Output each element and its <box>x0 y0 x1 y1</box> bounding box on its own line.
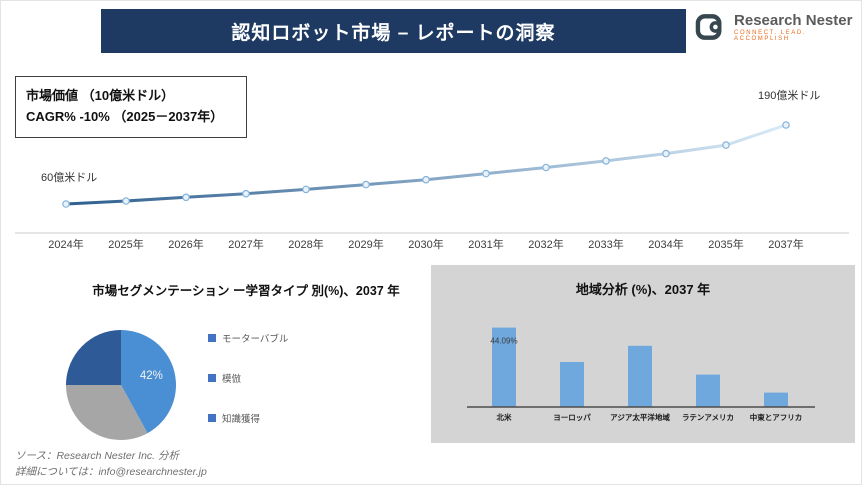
line-marker <box>242 189 250 198</box>
line-marker <box>302 185 310 194</box>
line-end-value-label: 190億米ドル <box>758 90 821 102</box>
bar <box>628 345 652 407</box>
year-tick-label: 2037年 <box>768 237 803 251</box>
year-tick-label: 2026年 <box>168 237 203 251</box>
page-title: 認知ロボット市場 – レポートの洞察 <box>231 22 556 44</box>
year-tick-label: 2035年 <box>708 237 743 251</box>
legend-swatch-icon <box>208 374 216 382</box>
contact-line: 詳細については：info@researchnester.jp <box>15 465 207 478</box>
year-tick-label: 2034年 <box>648 237 683 251</box>
legend-label: モーターバブル <box>222 334 289 345</box>
bar-category-label: ラテンアメリカ <box>682 413 734 422</box>
year-tick-label: 2027年 <box>228 237 263 251</box>
bar <box>492 327 516 407</box>
legend-swatch-icon <box>208 414 216 422</box>
pie-data-label: 42% <box>140 370 163 382</box>
legend-label: 知識獲得 <box>222 414 261 425</box>
line-marker <box>422 175 430 184</box>
legend-swatch-icon <box>208 334 216 342</box>
bar-category-label: 北米 <box>497 412 512 422</box>
year-tick-label: 2029年 <box>348 237 383 251</box>
year-tick-label: 2025年 <box>108 237 143 251</box>
legend-item: 知識獲得 <box>208 411 288 425</box>
pie-chart-svg: 42% <box>65 330 177 441</box>
bar <box>560 362 584 407</box>
line-marker <box>782 121 790 129</box>
research-nester-logo-icon <box>695 14 722 41</box>
bar-category-label: 中東とアフリカ <box>750 412 803 422</box>
line-marker <box>602 157 610 165</box>
cagr-label: CAGR% -10% （2025－2037年） <box>26 108 224 124</box>
line-marker <box>662 149 670 158</box>
bar-chart-title: 地域分析 (%)、2037 年 <box>575 282 711 297</box>
year-tick-label: 2024年 <box>48 237 83 251</box>
source-note: ソース：Research Nester Inc. 分析 詳細については：info… <box>15 449 207 481</box>
logo-text: Research Nester Connect. Lead. Accomplis… <box>734 12 861 42</box>
line-marker <box>362 180 370 189</box>
line-start-value-label: 60億米ドル <box>41 172 98 184</box>
year-tick-label: 2028年 <box>288 237 323 251</box>
year-tick-label: 2030年 <box>408 237 443 251</box>
line-marker <box>722 141 730 149</box>
line-marker <box>542 163 550 172</box>
bar-category-label: ヨーロッパ <box>553 412 591 422</box>
title-banner: 認知ロボット市場 – レポートの洞察 <box>101 9 686 53</box>
line-marker <box>62 200 70 208</box>
bar <box>696 374 720 407</box>
line-marker <box>182 193 190 202</box>
source-line: ソース：Research Nester Inc. 分析 <box>15 450 180 462</box>
line-marker <box>482 169 490 178</box>
market-value-box: 市場価値 （10億米ドル） CAGR% -10% （2025－2037年） <box>15 76 247 138</box>
bar-chart-svg: 北米 ヨーロッパ アジア太平洋地域 ラテンアメリカ 中東とアフリカ 44.09% <box>467 327 815 422</box>
line-chart-svg: 2024年 2025年 2026年 2027年 2028年 2029年 2030年 2031年… <box>15 121 849 251</box>
line-marker <box>122 197 130 205</box>
logo-tagline: Connect. Lead. Accomplish <box>734 29 807 42</box>
year-tick-label: 2032年 <box>528 237 563 251</box>
year-tick-label: 2033年 <box>588 237 623 251</box>
bar <box>764 392 788 407</box>
pie-slice <box>65 385 148 441</box>
pie-slice <box>66 330 121 385</box>
pie-legend: モーターバブル 模倣 知識獲得 <box>208 331 288 451</box>
pie-chart-title: 市場セグメンテーション ー学習タイプ 別(%)、2037 年 <box>92 284 400 298</box>
research-nester-logo: Research Nester Connect. Lead. Accomplis… <box>695 12 861 42</box>
legend-item: モーターバブル <box>208 331 288 345</box>
legend-label: 模倣 <box>222 374 242 385</box>
line-series <box>65 123 787 206</box>
region-analysis-panel: 地域分析 (%)、2037 年 北米 ヨーロッパ アジア太平洋地域 ラテンアメリカ 中東… <box>431 265 855 443</box>
market-value-label: 市場価値 （10億米ドル） <box>26 88 175 103</box>
legend-item: 模倣 <box>208 371 288 385</box>
logo-name: Research Nester <box>734 12 853 29</box>
bar-data-label: 44.09% <box>490 337 517 346</box>
year-tick-label: 2031年 <box>468 237 503 251</box>
pie-slice <box>121 330 177 434</box>
bar-category-label: アジア太平洋地域 <box>610 412 670 422</box>
